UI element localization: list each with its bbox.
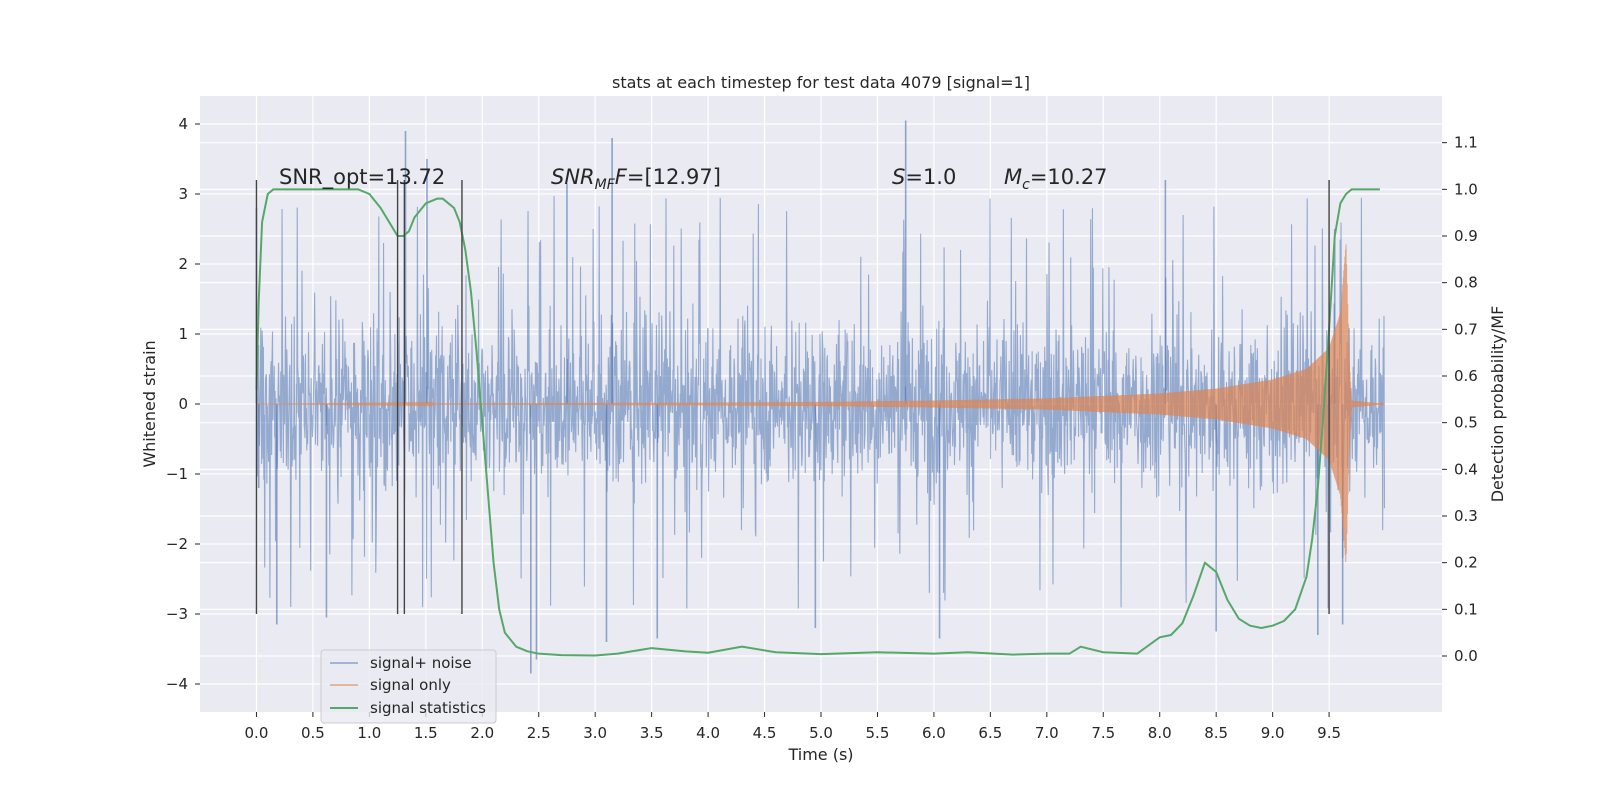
x-tick-label: 1.5 [414,724,438,742]
x-axis-ticks: 0.0 0.5 1.0 1.5 2.0 2.5 3.0 3.5 4.0 4.5 5.0 5.5 6.0 6… [245,712,1341,742]
x-tick-label: 9.5 [1317,724,1341,742]
annotation-mc: Mc=10.27 [1004,165,1108,193]
right-tick-label: 0.8 [1454,274,1478,292]
annotation-mc-value: =10.27 [1030,165,1108,189]
x-axis-label: Time (s) [787,745,853,764]
y-tick-label: 2 [178,255,188,273]
y-tick-label: 1 [178,325,188,343]
annotation-mc-main: M [1004,165,1022,189]
x-tick-label: 0.5 [301,724,325,742]
right-tick-label: 1.1 [1454,134,1478,152]
x-tick-label: 7.0 [1035,724,1059,742]
right-tick-label: 0.1 [1454,600,1478,618]
annotation-snr-opt: SNR_opt=13.72 [279,165,445,190]
chart-title: stats at each timestep for test data 407… [612,73,1030,92]
annotation-snr-mf-value: =[12.97] [627,165,721,189]
annotation-snr-mf: SNRMFF=[12.97] [551,165,721,193]
legend-label-signal-statistics: signal statistics [370,699,486,717]
x-tick-label: 6.5 [978,724,1002,742]
right-tick-label: 0.6 [1454,367,1478,385]
series-signal-statistics [255,188,1380,657]
vertical-markers [255,180,1330,614]
y-tick-label: −2 [166,535,188,553]
x-tick-label: 2.5 [527,724,551,742]
right-tick-label: 1.0 [1454,180,1478,198]
annotation-s-main: S [892,165,905,189]
legend: signal+ noise signal only signal statist… [320,649,497,724]
legend-box [320,649,497,724]
annotation-mc-sub: c [1022,177,1030,193]
y-tick-label: −3 [166,605,188,623]
y-axis-ticks: −4 −3 −2 −1 0 1 2 3 4 [166,115,200,693]
x-tick-label: 8.5 [1204,724,1228,742]
legend-label-signal-noise: signal+ noise [370,654,472,672]
x-tick-label: 9.0 [1261,724,1285,742]
x-tick-label: 2.0 [470,724,494,742]
right-axis-label: Detection probability/MF [1488,306,1507,503]
y-tick-label: −1 [166,465,188,483]
right-tick-label: 0.3 [1454,507,1478,525]
x-tick-label: 6.0 [922,724,946,742]
y-tick-label: 4 [178,115,188,133]
right-tick-label: 0.5 [1454,414,1478,432]
x-tick-label: 5.0 [809,724,833,742]
right-tick-label: 0.2 [1454,554,1478,572]
x-tick-label: 3.5 [640,724,664,742]
right-tick-label: 0.4 [1454,460,1478,478]
annotation-s: S=1.0 [892,165,956,189]
series-layer [255,120,1385,674]
x-tick-label: 7.5 [1091,724,1115,742]
y-tick-label: 3 [178,185,188,203]
x-tick-label: 1.0 [357,724,381,742]
x-tick-label: 3.0 [583,724,607,742]
y-tick-label: 0 [178,395,188,413]
x-tick-label: 0.0 [245,724,269,742]
annotation-s-value: =1.0 [905,165,956,189]
annotation-snr-mf-sub: MF [595,177,616,193]
series-signal-only [256,244,1385,562]
x-tick-label: 4.0 [696,724,720,742]
x-tick-label: 4.5 [753,724,777,742]
x-tick-label: 5.5 [866,724,890,742]
right-tick-label: 0.0 [1454,647,1478,665]
legend-label-signal-only: signal only [370,676,451,694]
y-axis-label: Whitened strain [140,340,159,467]
series-signal-noise [255,196,1385,609]
y-tick-label: −4 [166,675,188,693]
annotation-snr-mf-f: F [615,165,628,189]
annotation-snr-mf-main: SNR [551,165,595,189]
right-axis-ticks: 0.0 0.1 0.2 0.3 0.4 0.5 0.6 0.7 0.8 0.9 1.0 1.1 [1442,134,1478,665]
right-tick-label: 0.7 [1454,320,1478,338]
x-tick-label: 8.0 [1148,724,1172,742]
right-tick-label: 0.9 [1454,227,1478,245]
